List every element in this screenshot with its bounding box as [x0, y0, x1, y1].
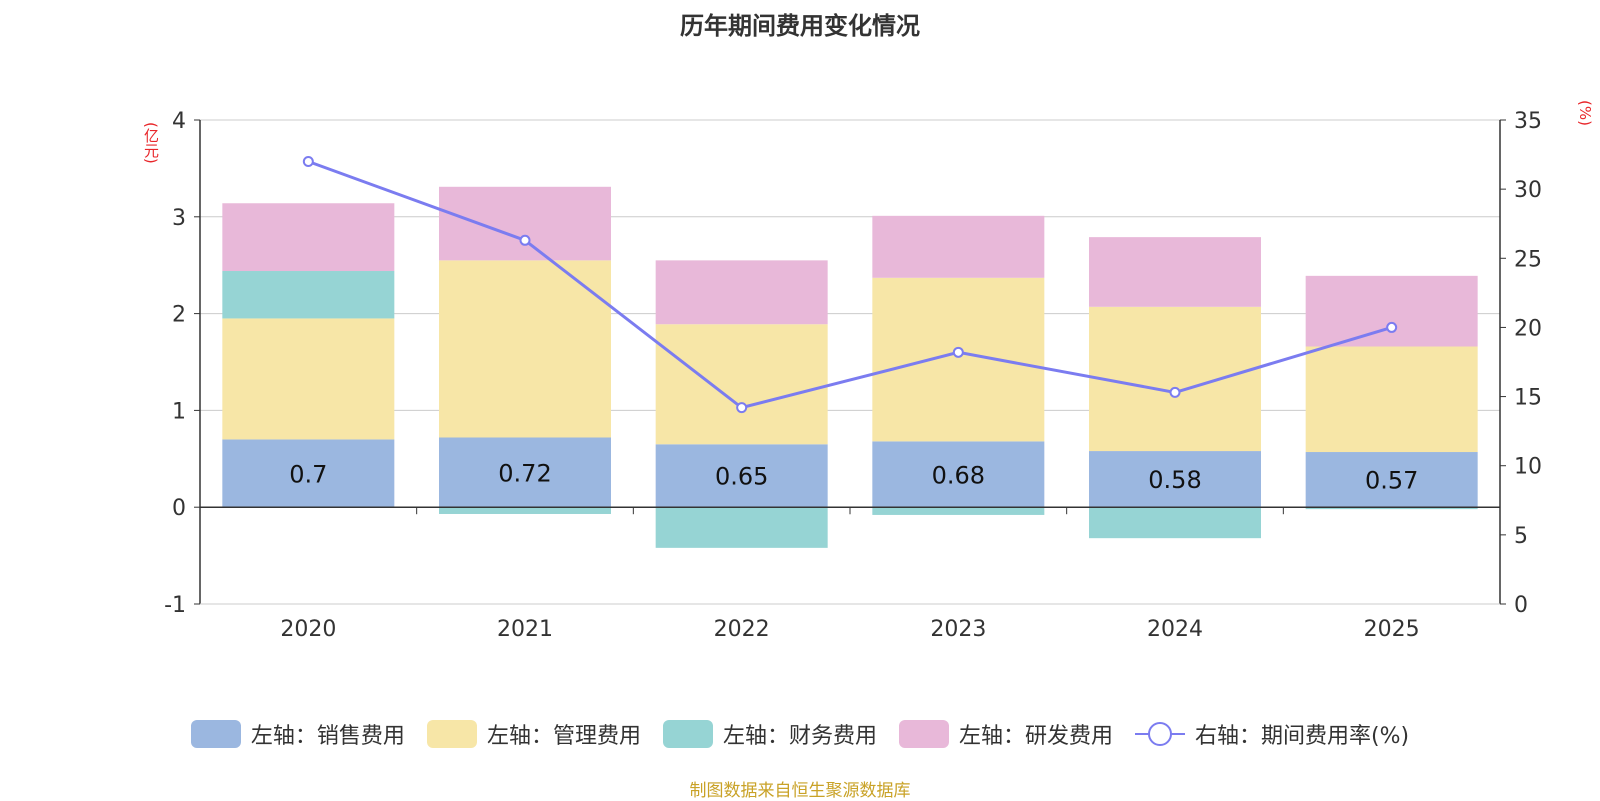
category-label: 2020: [280, 617, 336, 642]
bar-segment: [655, 324, 828, 445]
right-axis-tick-label: 35: [1514, 109, 1542, 134]
bar-segment: [1089, 306, 1261, 452]
expense-rate-line: [307, 160, 1393, 410]
bar-segment: [655, 444, 828, 508]
bar-segment: [872, 507, 1045, 515]
legend-swatch-sales: [190, 720, 241, 748]
bar-segment: [222, 203, 395, 272]
category-label: 2022: [714, 617, 770, 642]
bar-segment: [1305, 275, 1478, 347]
expense-rate-point: [1169, 386, 1181, 398]
left-axis-tick-label: -1: [164, 593, 186, 618]
legend-label-expense-rate: 右轴：期间费用率(%): [1194, 724, 1410, 749]
legend-item-expense-rate[interactable]: 右轴：期间费用率(%): [1134, 718, 1410, 750]
expense-rate-point: [302, 155, 314, 167]
left-axis-tick-label: 0: [172, 496, 186, 521]
left-axis-tick-label: 1: [172, 399, 186, 424]
bar-segment: [439, 260, 611, 438]
category-label: 2023: [930, 617, 986, 642]
bar-segment: [872, 277, 1045, 442]
bar-data-label: 0.58: [1148, 466, 1201, 494]
bar-segment: [439, 507, 611, 514]
bar-data-label: 0.57: [1365, 467, 1418, 495]
legend: 左轴：销售费用 左轴：管理费用 左轴：财务费用 左轴：研发费用 右轴：期间费用率…: [0, 718, 1600, 750]
legend-item-admin[interactable]: 左轴：管理费用: [426, 718, 641, 750]
expense-rate-point: [736, 402, 748, 414]
legend-swatch-rnd: [898, 720, 949, 748]
bar-data-label: 0.65: [715, 463, 768, 491]
bar-segment: [1305, 507, 1478, 510]
legend-label-finance: 左轴：财务费用: [722, 724, 877, 749]
legend-swatch-admin: [426, 720, 477, 748]
right-axis-unit: (%): [1576, 100, 1594, 126]
bar-data-label: 0.68: [932, 461, 985, 489]
left-axis-tick-label: 3: [172, 206, 186, 231]
left-axis-tick-label: 4: [172, 109, 186, 134]
left-axis-tick-label: 2: [172, 303, 186, 328]
bar-segment: [1089, 237, 1261, 307]
bar-data-label: 0.72: [498, 459, 551, 487]
right-axis-tick-label: 0: [1514, 593, 1528, 618]
bar-data-label: 0.7: [289, 460, 327, 488]
bar-segment: [1305, 346, 1478, 453]
bar-segment: [439, 437, 611, 508]
legend-item-finance[interactable]: 左轴：财务费用: [662, 718, 877, 750]
expense-rate-point: [952, 346, 964, 358]
right-axis-tick-label: 15: [1514, 386, 1542, 411]
category-label: 2024: [1147, 617, 1203, 642]
legend-line-icon: [1134, 720, 1185, 748]
legend-item-sales[interactable]: 左轴：销售费用: [190, 718, 405, 750]
legend-swatch-finance: [662, 720, 713, 748]
expense-rate-point: [1386, 321, 1398, 333]
legend-label-sales: 左轴：销售费用: [250, 724, 405, 749]
right-axis-tick-label: 30: [1514, 178, 1542, 203]
bar-segment: [872, 441, 1045, 508]
right-axis-tick-label: 5: [1514, 524, 1528, 549]
legend-label-rnd: 左轴：研发费用: [958, 724, 1113, 749]
bar-segment: [1305, 452, 1478, 508]
bar-segment: [1089, 507, 1261, 539]
right-axis-tick-label: 25: [1514, 247, 1542, 272]
bar-segment: [222, 271, 395, 319]
legend-item-rnd[interactable]: 左轴：研发费用: [898, 718, 1113, 750]
left-axis-unit: (亿元): [142, 122, 160, 164]
right-axis-tick-label: 10: [1514, 455, 1542, 480]
bar-segment: [655, 260, 828, 325]
bar-segment: [222, 318, 395, 440]
data-source-note: 制图数据来自恒生聚源数据库: [689, 781, 911, 801]
bar-segment: [222, 439, 395, 508]
chart-title: 历年期间费用变化情况: [680, 12, 920, 40]
right-axis-tick-label: 20: [1514, 316, 1542, 341]
bar-segment: [872, 215, 1045, 278]
bar-segment: [655, 507, 828, 548]
bar-segment: [1089, 451, 1261, 508]
bar-segment: [439, 186, 611, 261]
category-label: 2021: [497, 617, 553, 642]
category-label: 2025: [1364, 617, 1420, 642]
legend-label-admin: 左轴：管理费用: [486, 724, 641, 749]
expense-rate-point: [519, 234, 531, 246]
